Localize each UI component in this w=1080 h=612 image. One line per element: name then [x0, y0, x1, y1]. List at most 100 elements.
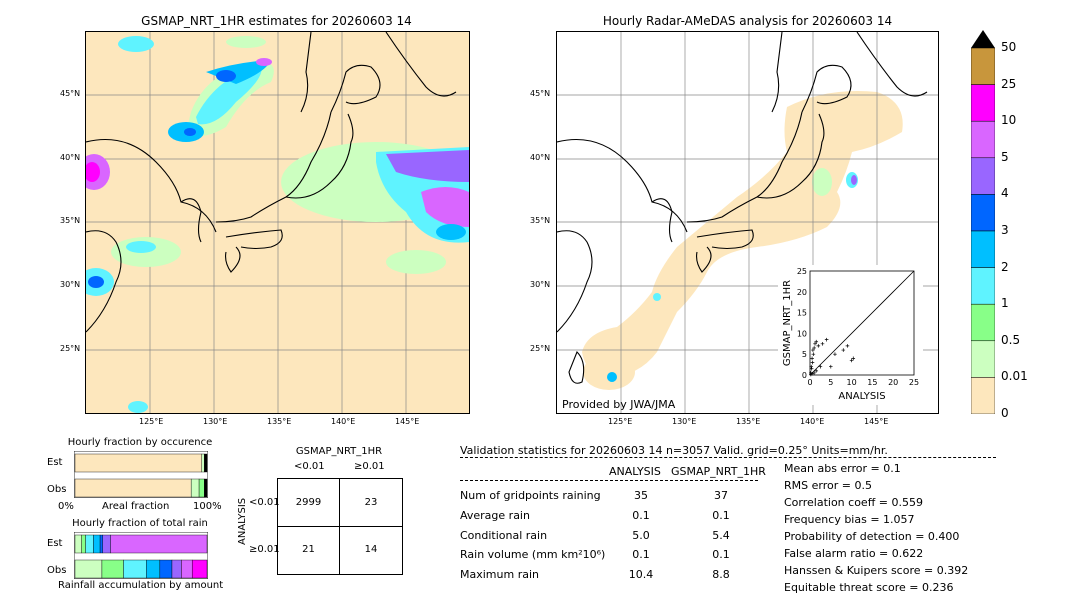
- right-lat-tick: 25°N: [530, 344, 551, 353]
- colorbar-tick-label: 25: [1001, 76, 1017, 91]
- scatter-frame: [809, 270, 915, 376]
- scatter-x-tick: 5: [828, 378, 833, 387]
- left-coastlines: [86, 32, 457, 333]
- stat-label: Conditional rain: [460, 529, 548, 542]
- colorbar-segment: [970, 303, 996, 342]
- scatter-point: [849, 358, 854, 363]
- total-rain-title: Hourly fraction of total rain: [72, 518, 208, 529]
- stat-analysis: 5.0: [632, 529, 650, 542]
- right-lat-tick: 35°N: [530, 216, 551, 225]
- left-lat-tick: 45°N: [60, 89, 81, 98]
- scatter-x-tick: 20: [888, 378, 898, 387]
- stack-segment: [74, 478, 192, 498]
- col-gsmap: GSMAP_NRT_1HR: [671, 465, 766, 478]
- right-lat-tick: 40°N: [530, 153, 551, 162]
- colorbar-tick-label: 3: [1001, 223, 1009, 237]
- scatter-point: [845, 344, 850, 348]
- stack-segment: [74, 559, 103, 579]
- stat-analysis: 0.1: [632, 509, 650, 522]
- right-coverage: [582, 91, 903, 390]
- stat-gsmap: 0.1: [712, 548, 730, 561]
- scatter-point: [813, 342, 817, 346]
- scatter-point: [811, 348, 815, 352]
- score: Mean abs error = 0.1: [784, 462, 901, 475]
- left-map: [85, 31, 470, 414]
- left-lon-tick: 135°E: [267, 417, 292, 426]
- colorbar-tick-label: 1: [1001, 296, 1009, 311]
- right-lon-tick: 145°E: [864, 417, 889, 426]
- total-rain-chart: [73, 531, 209, 580]
- stack-segment: [123, 559, 147, 579]
- stack-segment: [101, 559, 124, 579]
- scatter-y-tick: 15: [797, 309, 807, 318]
- right-lon-tick: 135°E: [736, 417, 761, 426]
- scatter-point: [814, 339, 819, 344]
- scatter-x-tick: 25: [909, 378, 919, 387]
- score: Correlation coeff = 0.559: [784, 496, 923, 509]
- colorbar-segment: [970, 47, 996, 85]
- scatter-y-tick: 0: [802, 371, 807, 380]
- right-lon-tick: 140°E: [800, 417, 825, 426]
- stack-segment: [181, 559, 193, 579]
- stack-segment: [201, 453, 205, 473]
- score: Frequency bias = 1.057: [784, 513, 915, 526]
- stack-segment: [85, 534, 94, 554]
- left-map-canvas: [86, 32, 469, 413]
- occurrence-svg: [73, 450, 209, 499]
- left-lon-tick: 140°E: [331, 417, 356, 426]
- colorbar-tick-label: 10: [1001, 113, 1017, 128]
- occurrence-label-est: Est: [47, 457, 63, 468]
- scatter-point: [809, 366, 814, 371]
- scatter-point: [816, 344, 821, 348]
- colorbar-tick-label: 50: [1001, 40, 1017, 54]
- score: False alarm ratio = 0.622: [784, 547, 924, 560]
- contingency-cell: 2999: [295, 497, 322, 508]
- stack-segment: [102, 534, 111, 554]
- right-coastlines: [557, 32, 928, 384]
- colorbar-segment: [970, 267, 996, 305]
- stat-gsmap: 0.1: [712, 509, 730, 522]
- stat-gsmap: 8.8: [712, 568, 730, 581]
- col-analysis: ANALYSIS: [609, 465, 661, 478]
- stack-segment: [198, 478, 205, 498]
- stat-analysis: 10.4: [628, 568, 654, 581]
- right-lat-tick: 45°N: [530, 89, 551, 98]
- score: Probability of detection = 0.400: [784, 530, 960, 543]
- scatter-y-tick: 5: [802, 350, 807, 359]
- score: RMS error = 0.5: [784, 479, 872, 492]
- stack-segment: [204, 478, 208, 498]
- stat-label: Maximum rain: [460, 568, 539, 581]
- stack-segment: [93, 534, 101, 554]
- total-rain-svg: [73, 531, 209, 580]
- stat-gsmap: 5.4: [712, 529, 730, 542]
- scatter-point: [812, 346, 816, 350]
- scatter-point: [811, 352, 816, 356]
- scatter-point: [810, 360, 815, 365]
- left-map-title: GSMAP_NRT_1HR estimates for 20260603 14: [141, 14, 412, 28]
- colorbar-tick-label: 0.5: [1001, 332, 1021, 347]
- scatter-x-tick: 10: [847, 378, 857, 387]
- contingency-col-ge: ≥0.01: [354, 461, 385, 472]
- scatter-x-tick: 15: [867, 378, 877, 387]
- stack-segment: [159, 559, 173, 579]
- colorbar-tick-label: 5: [1001, 149, 1009, 164]
- left-lat-tick: 30°N: [60, 280, 81, 289]
- contingency-col-lt: <0.01: [294, 461, 325, 472]
- stat-label: Average rain: [460, 509, 530, 522]
- contingency-row-lt: <0.01: [249, 497, 280, 508]
- contingency-cell: 23: [364, 497, 378, 508]
- stack-segment: [74, 534, 82, 554]
- contingency-row-ge: ≥0.01: [249, 544, 280, 555]
- left-lon-tick: 145°E: [395, 417, 420, 426]
- scatter-point: [809, 364, 814, 369]
- colorbar-segment: [970, 194, 996, 232]
- scatter-xlabel: ANALYSIS: [838, 391, 885, 402]
- stat-gsmap: 37: [714, 489, 728, 502]
- right-map-title: Hourly Radar-AMeDAS analysis for 2026060…: [602, 14, 893, 28]
- total-rain-xlabel: Rainfall accumulation by amount: [58, 580, 224, 591]
- scatter-point: [818, 364, 823, 369]
- scatter-point: [810, 356, 814, 361]
- left-lon-tick: 125°E: [139, 417, 164, 426]
- scatter-point: [810, 371, 814, 376]
- right-map-canvas: [557, 32, 938, 413]
